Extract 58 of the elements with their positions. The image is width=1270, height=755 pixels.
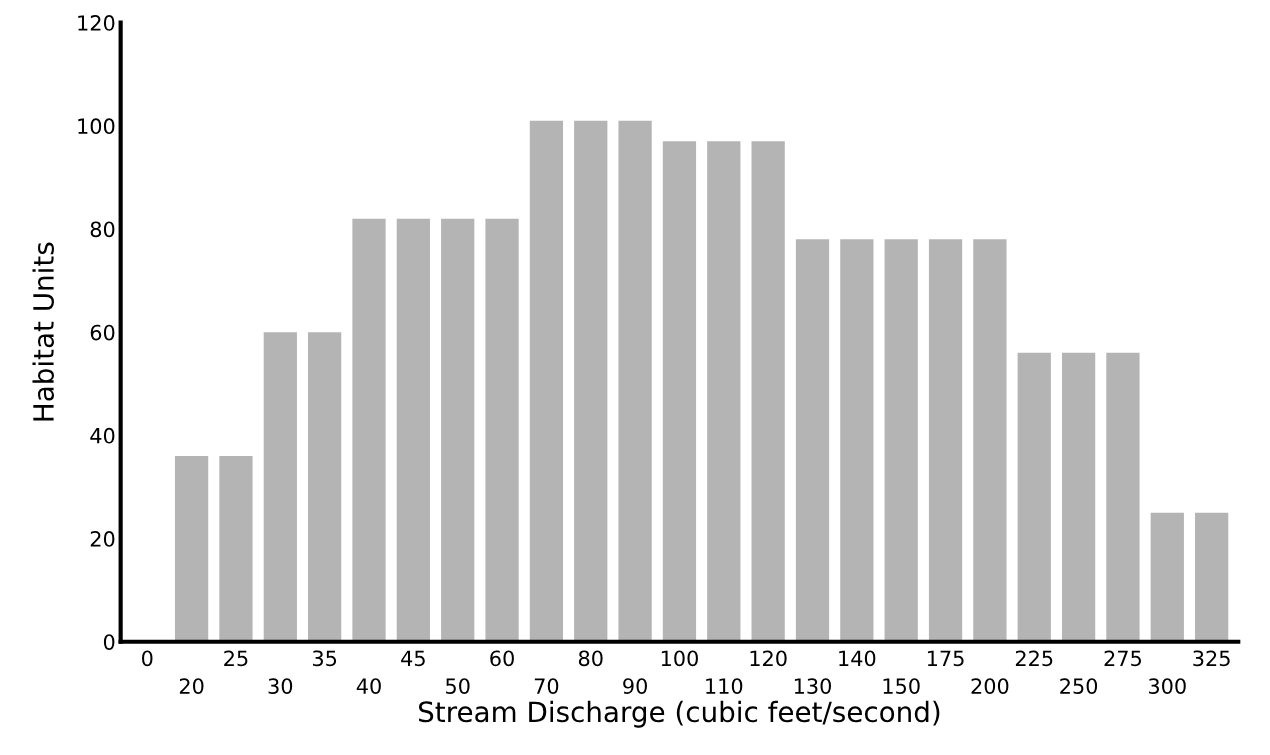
x-tick-label: 20: [179, 678, 204, 694]
bar: [707, 141, 741, 642]
x-tick-label: 70: [534, 678, 559, 694]
y-tick-label: 100: [78, 118, 115, 135]
bar: [795, 239, 830, 642]
x-tick-label: 90: [623, 678, 647, 694]
x-tick-label: 50: [446, 678, 470, 694]
bar: [529, 120, 564, 642]
bar: [618, 120, 652, 642]
bar: [928, 239, 963, 642]
x-tick-label: 45: [401, 650, 425, 667]
bar: [751, 141, 785, 642]
x-tick-label: 150: [883, 678, 920, 694]
y-tick-label: 120: [78, 15, 115, 31]
x-axis-title: Stream Discharge (cubic feet/second): [419, 700, 940, 728]
bar: [1106, 352, 1140, 642]
bar: [174, 456, 209, 642]
y-axis-title: Habitat Units: [32, 242, 54, 421]
bar: [396, 218, 430, 642]
bar: [485, 218, 519, 642]
bar: [441, 218, 475, 642]
bar: [352, 218, 386, 642]
x-tick-label: 110: [706, 678, 743, 694]
bar: [1150, 512, 1184, 642]
x-tick-label: 120: [750, 650, 787, 667]
bar: [662, 141, 697, 642]
x-tick-label: 80: [578, 650, 603, 667]
x-tick-label: 225: [1015, 650, 1053, 667]
x-tick-label: 250: [1060, 678, 1098, 694]
x-tick-label: 130: [794, 678, 831, 694]
y-tick-label: 20: [90, 531, 115, 547]
x-tick-label: 35: [312, 650, 337, 667]
x-tick-label: 275: [1104, 650, 1141, 667]
bar: [1061, 352, 1096, 642]
bar: [1195, 512, 1229, 642]
bar: [263, 332, 297, 642]
x-tick-label: 140: [839, 650, 876, 667]
x-tick-label: 100: [661, 650, 698, 667]
x-tick-label: 200: [971, 678, 1009, 694]
y-tick-label: 40: [90, 427, 115, 444]
bar: [1017, 352, 1051, 642]
bar: [308, 332, 342, 642]
bar: [973, 239, 1007, 642]
bar: [840, 239, 874, 642]
x-tick-label: 30: [268, 678, 293, 694]
x-tick-label: 300: [1149, 678, 1186, 694]
x-tick-label: 40: [356, 678, 381, 694]
bar: [219, 456, 253, 642]
x-tick-label: 60: [490, 650, 514, 667]
bar: [574, 120, 608, 642]
y-tick-label: 60: [90, 324, 115, 341]
x-tick-label: 0: [142, 650, 153, 667]
x-tick-label: 25: [224, 650, 248, 667]
x-tick-label: 325: [1193, 650, 1230, 667]
bar: [884, 239, 918, 642]
y-tick-label: 0: [103, 634, 115, 650]
y-tick-label: 80: [90, 221, 115, 238]
x-tick-label: 175: [927, 650, 964, 667]
